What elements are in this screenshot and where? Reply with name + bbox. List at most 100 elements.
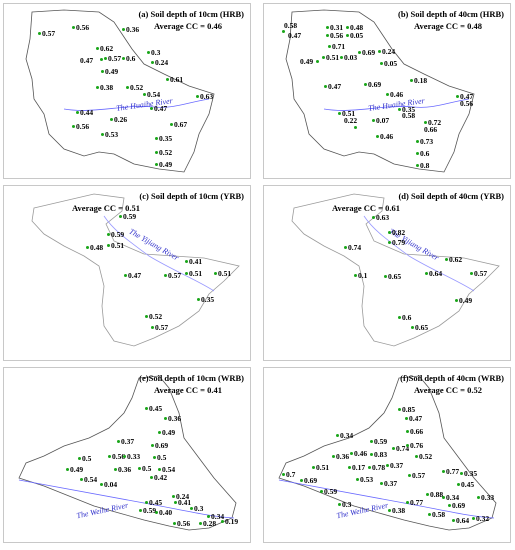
station-dot (364, 83, 367, 86)
station-dot (282, 30, 285, 33)
station-dot (190, 507, 193, 510)
station-value: 0.19 (225, 517, 239, 526)
station-dot (410, 79, 413, 82)
station-value: 0.33 (481, 493, 495, 502)
station-value: 0.74 (348, 243, 362, 252)
station-dot (398, 408, 401, 411)
station-value: 0.72 (428, 118, 442, 127)
station-dot (320, 490, 323, 493)
station-dot (448, 504, 451, 507)
average-cc: Average CC = 0.46 (154, 21, 222, 31)
station-value: 0.56 (76, 122, 90, 131)
station-dot (354, 126, 357, 129)
station-dot (316, 60, 319, 63)
station-value: 0.77 (410, 498, 424, 507)
station-value: 0.62 (449, 255, 463, 264)
station-value: 0.46 (390, 90, 404, 99)
station-dot (207, 515, 210, 518)
station-value: 0.46 (354, 449, 368, 458)
station-dot (388, 241, 391, 244)
station-value: 0.51 (111, 241, 125, 250)
station-value: 0.73 (420, 137, 434, 146)
station-value: 0.53 (360, 475, 374, 484)
station-dot (110, 118, 113, 121)
station-value: 0.82 (392, 228, 406, 237)
map-panel-a: (a) Soil depth of 10cm (HRB) Average CC … (3, 3, 251, 179)
station-value: 0.6 (126, 54, 136, 63)
station-value: 0.47 (154, 104, 168, 113)
station-dot (143, 93, 146, 96)
station-dot (172, 495, 175, 498)
station-dot (138, 467, 141, 470)
station-value: 0.3 (194, 504, 204, 513)
panel-title: (b) Soil depth of 40cm (HRB) (397, 9, 504, 19)
station-value: 0.49 (70, 465, 84, 474)
panel-title: (d) Soil depth of 40cm (YRB) (398, 191, 504, 201)
station-value: 0.57 (474, 269, 488, 278)
station-dot (139, 509, 142, 512)
station-dot (155, 163, 158, 166)
station-value: 0.05 (350, 31, 364, 40)
station-dot (126, 86, 129, 89)
station-dot (185, 260, 188, 263)
station-value: 0.49 (162, 428, 176, 437)
station-dot (155, 511, 158, 514)
station-value: 0.47 (80, 56, 94, 65)
station-value: 0.59 (111, 230, 125, 239)
station-dot (380, 482, 383, 485)
station-value: 0.57 (412, 471, 426, 480)
station-dot (122, 28, 125, 31)
station-dot (372, 119, 375, 122)
station-value: 0.38 (100, 83, 114, 92)
station-dot (406, 444, 409, 447)
station-dot (108, 455, 111, 458)
station-value: 0.66 (424, 125, 438, 134)
station-value: 0.05 (384, 59, 398, 68)
station-value: 0.77 (446, 467, 460, 476)
station-value: 0.1 (358, 271, 368, 280)
station-value: 0.35 (464, 469, 478, 478)
station-value: 0.49 (105, 67, 119, 76)
station-value: 0.8 (420, 161, 430, 170)
station-dot (456, 95, 459, 98)
station-dot (107, 244, 110, 247)
station-value: 0.41 (178, 498, 192, 507)
station-dot (124, 274, 127, 277)
station-dot (282, 473, 285, 476)
station-dot (174, 501, 177, 504)
station-dot (370, 453, 373, 456)
station-dot (356, 478, 359, 481)
station-value: 0.35 (201, 295, 215, 304)
station-value: 0.24 (176, 492, 190, 501)
station-dot (107, 233, 110, 236)
station-value: 0.03 (344, 53, 358, 62)
station-value: 0.56 (330, 31, 344, 40)
station-value: 0.5 (82, 454, 92, 463)
station-value: 0.51 (342, 109, 356, 118)
station-value: 0.56 (76, 23, 90, 32)
station-dot (405, 417, 408, 420)
average-cc: Average CC = 0.61 (332, 203, 400, 213)
station-dot (164, 274, 167, 277)
station-dot (78, 457, 81, 460)
station-value: 0.34 (446, 493, 460, 502)
station-dot (398, 108, 401, 111)
station-dot (370, 440, 373, 443)
station-value: 0.54 (84, 475, 98, 484)
station-dot (416, 152, 419, 155)
station-dot (372, 216, 375, 219)
station-dot (350, 452, 353, 455)
station-dot (346, 26, 349, 29)
station-dot (197, 298, 200, 301)
station-dot (72, 125, 75, 128)
station-value: 0.22 (344, 116, 358, 125)
station-dot (408, 474, 411, 477)
station-dot (392, 447, 395, 450)
average-cc: Average CC = 0.41 (154, 385, 222, 395)
station-value: 0.47 (288, 31, 302, 40)
station-dot (384, 275, 387, 278)
station-value: 0.17 (352, 463, 366, 472)
station-dot (388, 231, 391, 234)
station-value: 0.56 (112, 452, 126, 461)
station-value: 0.56 (177, 519, 191, 528)
